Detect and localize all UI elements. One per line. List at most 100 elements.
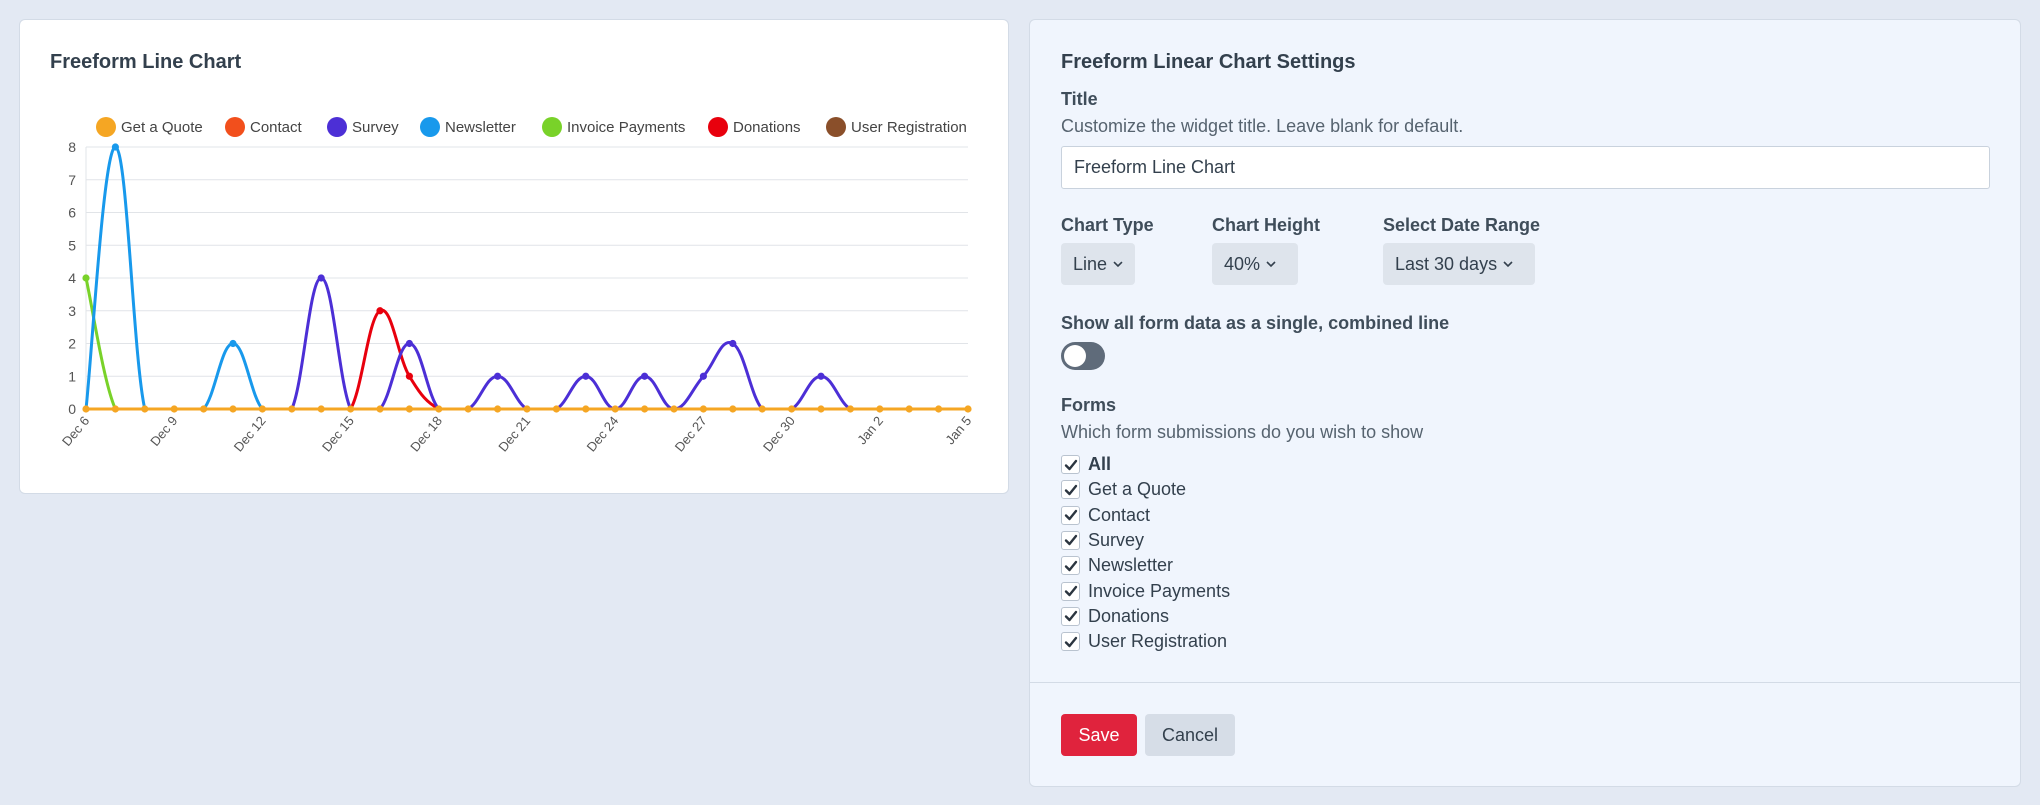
cancel-button[interactable]: Cancel [1145,714,1235,756]
x-tick-label: Dec 9 [147,413,180,449]
checkbox[interactable] [1061,556,1080,576]
form-checkbox-item[interactable]: Invoice Payments [1061,581,1230,602]
data-point [552,405,561,413]
x-tick-label: Dec 6 [59,413,92,449]
form-checkbox-item[interactable]: Contact [1061,505,1150,526]
form-checkbox-label: User Registration [1088,631,1228,652]
checkmark-icon [1064,535,1077,546]
form-checkbox-item[interactable]: Get a Quote [1061,479,1186,500]
data-point [905,405,913,413]
checkbox[interactable] [1061,530,1080,550]
checkbox[interactable] [1061,505,1080,525]
data-point [935,405,943,413]
line-chart: 0 1 2 3 4 5 6 7 8 Dec 6 Dec 9 Dec 12 Dec 15 Dec 18 Dec… [59,117,974,454]
checkbox[interactable] [1061,455,1080,474]
title-field-label: Title [1061,89,1098,109]
chart-type-label: Chart Type [1061,215,1154,235]
toggle-knob [1064,345,1086,367]
checkbox[interactable] [1061,632,1080,652]
y-tick-label: 1 [68,368,76,384]
legend-label: Contact [250,119,303,136]
legend-marker [327,117,347,137]
chevron-down-icon [1113,261,1123,268]
data-point [376,307,384,315]
x-tick-label: Dec 12 [231,413,269,454]
checkmark-icon [1064,636,1077,647]
forms-label: Forms [1061,395,1117,415]
data-point [317,405,325,413]
legend-marker [225,117,245,137]
y-tick-label: 7 [68,172,76,188]
data-point [200,405,208,413]
y-tick-label: 4 [68,270,76,286]
chart-widget-title: Freeform Line Chart [50,51,242,73]
y-tick-label: 5 [68,237,76,253]
checkbox[interactable] [1061,581,1080,601]
legend-label: Survey [352,119,399,136]
chevron-down-icon [1503,261,1513,268]
data-point [758,405,766,413]
form-checkbox-item[interactable]: Newsletter [1061,555,1173,576]
title-field-help: Customize the widget title. Leave blank … [1061,116,1464,136]
data-point [964,405,972,413]
data-point [82,274,90,282]
title-input[interactable] [1061,146,1990,189]
form-checkbox-all[interactable]: All [1061,454,1111,475]
y-tick-label: 0 [68,401,76,417]
data-point [641,372,649,380]
chart-type-select[interactable]: Line [1061,243,1135,285]
data-point [523,405,531,413]
data-point [494,405,502,413]
legend-label: User Registration [851,119,967,136]
checkmark-icon [1064,484,1077,495]
form-checkbox-item[interactable]: Donations [1061,606,1169,627]
chart-height-select[interactable]: 40% [1212,243,1298,285]
checkbox[interactable] [1061,606,1080,626]
y-tick-label: 8 [68,139,76,155]
chart-height-label: Chart Height [1212,215,1320,235]
data-point [347,405,355,413]
data-point [288,405,296,413]
data-point [317,274,325,282]
legend-label: Newsletter [445,119,516,136]
chart-type-value: Line [1073,253,1108,274]
data-point [876,405,884,413]
data-point [494,372,502,380]
data-point [111,405,119,413]
checkbox[interactable] [1061,480,1080,500]
y-tick-label: 6 [68,205,76,221]
series-line [86,308,968,411]
data-point [170,405,178,413]
x-tick-label: Dec 15 [319,413,357,454]
x-tick-label: Dec 30 [760,413,798,454]
data-point [817,405,825,413]
legend-marker [96,117,116,137]
date-range-select[interactable]: Last 30 days [1383,243,1535,285]
checkmark-icon [1064,585,1077,597]
checkmark-icon [1064,611,1077,622]
form-checkbox-label: Donations [1088,605,1170,626]
data-point [729,339,737,348]
footer-divider [1030,682,2020,683]
legend-label: Get a Quote [121,119,203,136]
date-range-value: Last 30 days [1395,253,1498,274]
forms-help: Which form submissions do you wish to sh… [1061,422,1424,442]
data-point [817,372,825,380]
data-point [670,405,678,413]
data-point [729,405,737,413]
data-point [788,405,796,413]
x-tick-label: Dec 24 [584,413,622,454]
data-point [699,405,708,413]
data-point [435,405,443,413]
legend-marker [420,117,440,137]
data-point [846,405,855,413]
form-checkbox-item[interactable]: Survey [1061,530,1144,551]
data-point [405,339,413,348]
data-point [141,405,149,413]
combined-line-label: Show all form data as a single, combined… [1061,313,1450,333]
combined-line-toggle[interactable] [1061,342,1105,370]
form-checkbox-item[interactable]: User Registration [1061,631,1227,652]
save-button[interactable]: Save [1061,714,1137,756]
data-point [405,372,413,380]
date-range-label: Select Date Range [1383,215,1541,235]
